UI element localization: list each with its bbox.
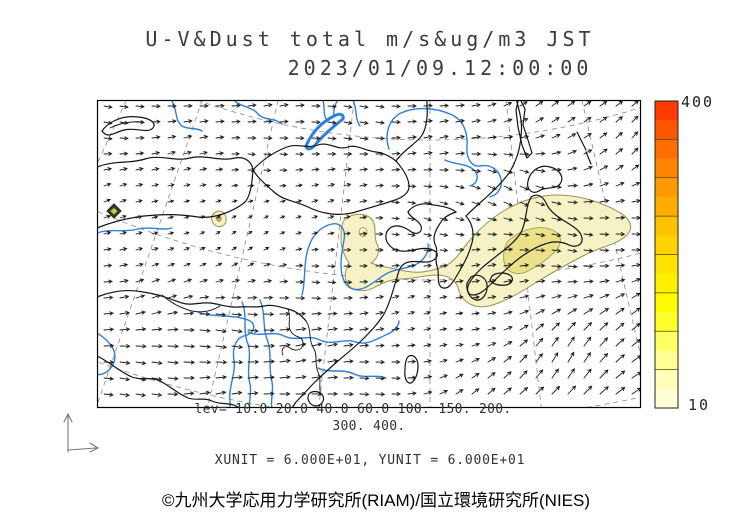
copyright-notice: ©九州大学応用力学研究所(RIAM)/国立環境研究所(NIES) <box>161 491 591 510</box>
island-hainan <box>307 390 325 407</box>
chart-timestamp: 2023/01/09.12:00:00 <box>287 56 593 80</box>
colorbar <box>654 100 679 409</box>
border-himalaya <box>97 290 307 322</box>
border-mongolia <box>252 143 410 215</box>
contour-levels-line1: lev= 10.0 20.0 40.0 60.0 100. 150. 200. <box>194 402 512 417</box>
river <box>197 311 255 408</box>
river <box>233 100 283 125</box>
island-kuril <box>576 131 592 165</box>
border <box>281 308 304 356</box>
coast-china <box>291 203 457 408</box>
river <box>352 100 361 127</box>
river <box>333 100 339 117</box>
dust-contour-ring <box>358 227 368 237</box>
vector-units-label: XUNIT = 6.000E+01, YUNIT = 6.000E+01 <box>214 453 526 468</box>
colorbar-min-label: 10 <box>688 396 711 414</box>
river <box>317 367 387 379</box>
coast-primorye <box>465 100 523 217</box>
border <box>97 169 254 229</box>
dust-regions <box>106 194 632 308</box>
river <box>170 100 203 132</box>
island-sakhalin <box>515 100 533 159</box>
lake-balkhash <box>101 116 155 136</box>
coast-bengal <box>97 355 241 408</box>
border <box>305 320 322 396</box>
chart-title: U-V&Dust total m/s&ug/m3 JST <box>145 27 595 51</box>
corner-axes-icon <box>63 412 100 453</box>
border <box>97 156 254 171</box>
island-taiwan <box>404 354 419 384</box>
dust-plume-main <box>340 194 632 308</box>
lake-baikal <box>304 112 345 151</box>
wind-vector-field <box>103 100 641 398</box>
colorbar-max-label: 400 <box>681 93 715 111</box>
coast-korea-west <box>433 211 457 288</box>
island-honshu <box>467 194 583 296</box>
island-kyushu <box>466 274 488 301</box>
island-shikoku <box>489 272 513 286</box>
river-amur <box>386 107 503 198</box>
river <box>322 100 328 121</box>
dust-source-diamond-core <box>110 208 118 215</box>
river-yangtze <box>247 320 400 344</box>
border-nepal <box>161 294 221 313</box>
dust-plume-inner <box>503 227 561 274</box>
river <box>97 227 173 234</box>
river <box>97 332 116 376</box>
river <box>241 301 252 408</box>
coast-korea-east <box>440 215 474 289</box>
map-frame <box>96 99 642 409</box>
island-hokkaido <box>527 165 563 193</box>
contour-levels-line2: 300. 400. <box>332 419 406 434</box>
border <box>395 100 428 162</box>
coastlines-borders <box>97 100 592 408</box>
